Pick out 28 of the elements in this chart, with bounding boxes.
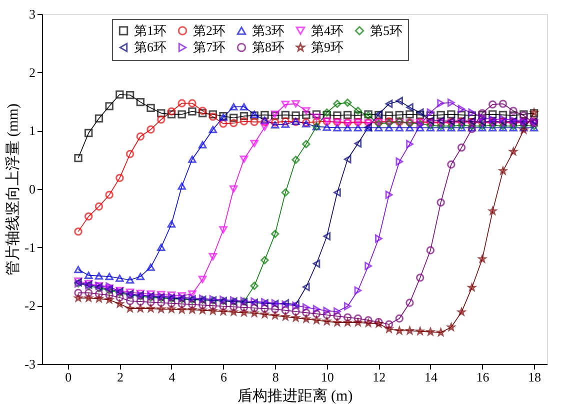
y-tick-label: -2: [24, 298, 36, 314]
x-tick-label: 12: [372, 370, 386, 384]
x-tick-label: 0: [65, 370, 72, 384]
y-tick-label: -1: [24, 240, 36, 255]
y-tick-label: 3: [29, 6, 36, 22]
legend-label: 第6环: [134, 40, 166, 54]
x-tick-label: 2: [116, 370, 124, 384]
legend-label: 第3环: [252, 22, 284, 38]
x-axis-title: 盾构推进距离 (m): [237, 388, 353, 404]
legend-label: 第2环: [193, 22, 226, 38]
x-tick-label: 16: [476, 370, 490, 384]
y-tick-label: 0: [29, 182, 36, 196]
legend-label: 第4环: [311, 22, 344, 38]
y-axis-title: 管片轴线竖向上浮量 (mm): [4, 103, 22, 276]
y-tick-label: 2: [29, 64, 36, 80]
legend-label: 第9环: [311, 40, 344, 54]
x-tick-label: 8: [272, 370, 279, 384]
x-tick-label: 4: [168, 370, 176, 384]
legend-label: 第1环: [134, 22, 166, 38]
y-tick-label: -3: [24, 356, 36, 372]
x-tick-label: 10: [320, 370, 334, 384]
legend-label: 第8环: [252, 40, 284, 54]
y-tick-label: 1: [29, 123, 36, 138]
x-tick-label: 18: [528, 370, 542, 384]
x-tick-label: 14: [424, 370, 438, 384]
legend-label: 第5环: [370, 22, 402, 38]
x-tick-label: 6: [220, 370, 228, 384]
legend-label: 第7环: [193, 40, 226, 54]
